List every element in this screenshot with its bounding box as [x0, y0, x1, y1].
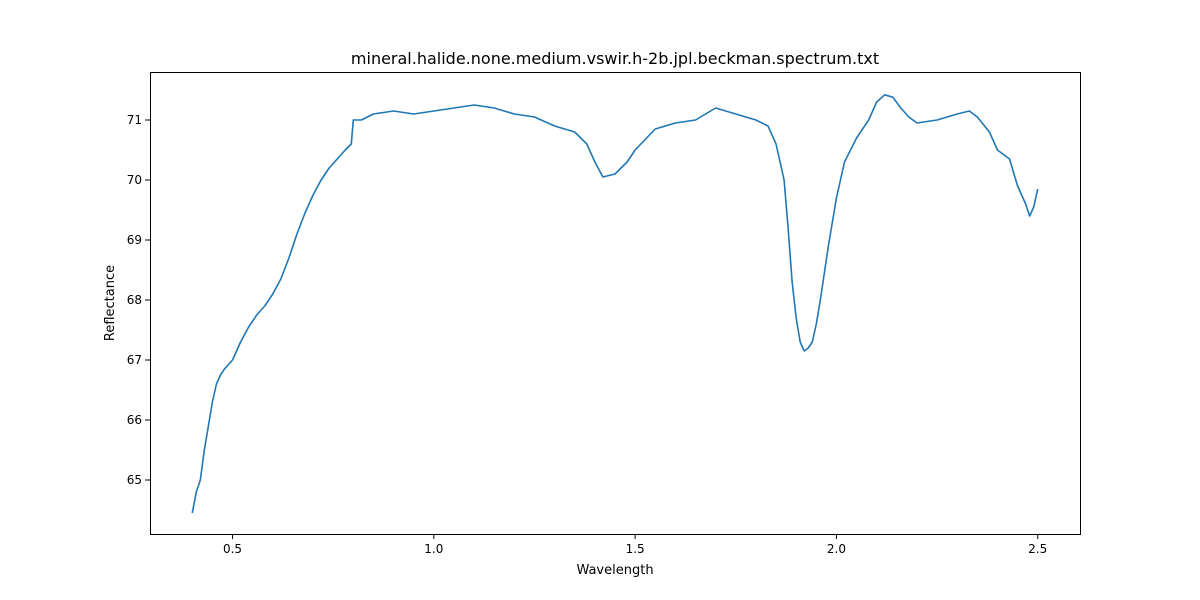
y-axis: 65 66 67 68 69 70 71: [127, 113, 150, 487]
x-axis: 0.5 1.0 1.5 2.0 2.5: [223, 534, 1047, 556]
y-tick-label: 71: [127, 113, 142, 127]
x-tick-label: 2.5: [1028, 542, 1047, 556]
y-axis-label: Reflectance: [103, 265, 118, 341]
y-tick-label: 65: [127, 473, 142, 487]
series-line-0: [191, 94, 1039, 514]
chart-title: mineral.halide.none.medium.vswir.h-2b.jp…: [351, 49, 879, 68]
x-axis-label: Wavelength: [576, 563, 653, 578]
axes-frame: [150, 72, 1081, 535]
x-tick-label: 1.0: [424, 542, 443, 556]
x-tick-label: 0.5: [223, 542, 242, 556]
plot-area: [191, 94, 1039, 514]
y-tick-label: 70: [127, 173, 142, 187]
y-tick-label: 68: [127, 293, 142, 307]
x-tick-label: 2.0: [827, 542, 846, 556]
y-tick-label: 67: [127, 353, 142, 367]
x-tick-label: 1.5: [626, 542, 645, 556]
y-tick-label: 66: [127, 413, 142, 427]
y-tick-label: 69: [127, 233, 142, 247]
